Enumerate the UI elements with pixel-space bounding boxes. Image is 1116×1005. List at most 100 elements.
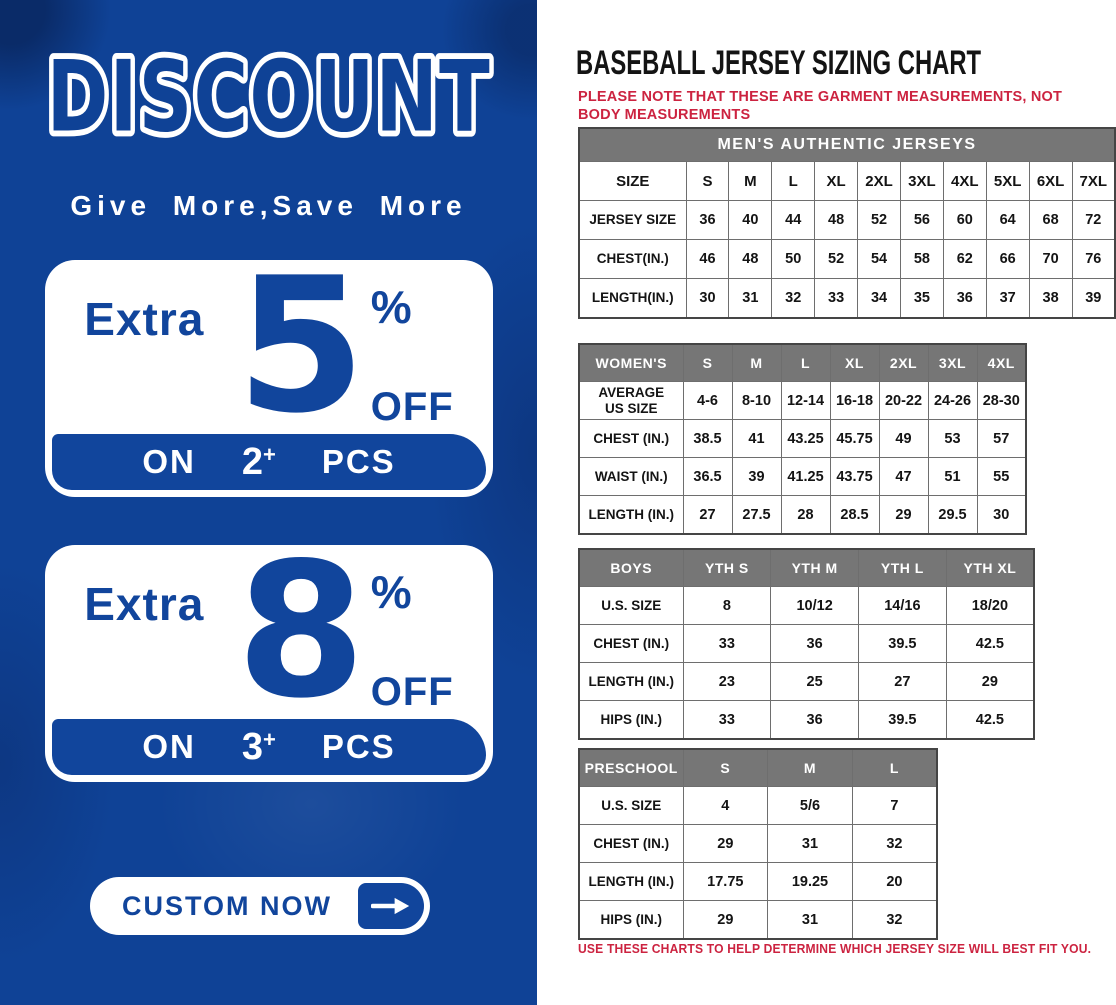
table-cell: 44 xyxy=(771,200,816,240)
table-cell: 42.5 xyxy=(945,700,1035,740)
footer-note: USE THESE CHARTS TO HELP DETERMINE WHICH… xyxy=(578,941,1092,956)
column-header: YTH L xyxy=(858,548,947,587)
table-cell: 12-14 xyxy=(780,381,831,420)
table-cell: 8 xyxy=(682,586,772,625)
table-cell: 43.75 xyxy=(829,457,880,496)
table-cell: 41.25 xyxy=(780,457,831,496)
table-cell: 18/20 xyxy=(945,586,1035,625)
table-cell: 4-6 xyxy=(682,381,733,420)
table-cell: 54 xyxy=(857,239,901,279)
column-header: XL xyxy=(814,161,859,201)
discount-panel: DISCOUNT Give More,Save More Extra 5 % O… xyxy=(0,0,537,1005)
column-header: S xyxy=(685,161,730,201)
column-header: YTH M xyxy=(770,548,859,587)
boys-sizing-table: BOYS YTH S YTH M YTH L YTH XL U.S. SIZE 8 10/12… xyxy=(578,548,1035,740)
table-cell: 66 xyxy=(985,239,1030,279)
table-cell: 68 xyxy=(1028,200,1073,240)
column-header: PRESCHOOL xyxy=(578,748,684,787)
table-cell: 29 xyxy=(682,824,769,863)
table-cell: 34 xyxy=(857,278,901,319)
discount-headline: DISCOUNT xyxy=(41,36,495,154)
column-header: 3XL xyxy=(927,343,978,382)
table-cell: 64 xyxy=(985,200,1030,240)
row-label: LENGTH (IN.) xyxy=(578,862,684,901)
table-cell: 36 xyxy=(770,700,859,740)
table-cell: 30 xyxy=(685,278,730,319)
column-header: YTH S xyxy=(682,548,772,587)
table-cell: 72 xyxy=(1071,200,1116,240)
table-cell: 49 xyxy=(878,419,929,458)
offer-condition-band: ON 2+ PCS xyxy=(52,434,486,490)
table-cell: 62 xyxy=(942,239,987,279)
column-header: 3XL xyxy=(899,161,944,201)
table-cell: 31 xyxy=(767,824,853,863)
column-header: L xyxy=(851,748,938,787)
off-label: OFF xyxy=(370,385,454,429)
table-cell: 23 xyxy=(682,662,772,701)
percent-sign: % xyxy=(370,281,412,333)
offer-prefix: Extra xyxy=(84,578,205,630)
column-header: 4XL xyxy=(976,343,1027,382)
table-cell: 33 xyxy=(814,278,859,319)
table-row: LENGTH (IN.) 23 25 27 29 xyxy=(578,662,1035,701)
table-cell: 27 xyxy=(682,495,733,535)
table-row: WAIST (IN.) 36.5 39 41.25 43.75 47 51 55 xyxy=(578,457,1027,496)
quantity-value: 2 xyxy=(241,440,263,483)
table-cell: 36 xyxy=(685,200,730,240)
table-row: CHEST (IN.) 38.5 41 43.25 45.75 49 53 57 xyxy=(578,419,1027,458)
table-cell: 28 xyxy=(780,495,831,535)
column-header: 4XL xyxy=(942,161,987,201)
column-header: M xyxy=(767,748,853,787)
table-cell: 37 xyxy=(985,278,1030,319)
offer-percent-off: % OFF xyxy=(371,280,454,430)
column-header: S xyxy=(682,343,733,382)
column-header: WOMEN'S xyxy=(578,343,684,382)
table-row: CHEST (IN.) 29 31 32 xyxy=(578,824,938,863)
table-cell: 42.5 xyxy=(945,624,1035,663)
table-cell: 19.25 xyxy=(767,862,853,901)
table-cell: 28-30 xyxy=(976,381,1027,420)
mens-table-banner: MEN'S AUTHENTIC JERSEYS xyxy=(578,127,1116,162)
preschool-sizing-table: PRESCHOOL S M L U.S. SIZE 4 5/6 7 CHEST (IN.) 29 3… xyxy=(578,748,938,940)
row-label: LENGTH (IN.) xyxy=(578,662,684,701)
off-label: OFF xyxy=(370,670,454,714)
offer-condition-band: ON 3+ PCS xyxy=(52,719,486,775)
table-cell: 29.5 xyxy=(927,495,978,535)
table-cell: 32 xyxy=(851,900,938,940)
table-cell: 48 xyxy=(728,239,773,279)
table-cell: 35 xyxy=(899,278,944,319)
table-cell: 36 xyxy=(770,624,859,663)
column-header: 2XL xyxy=(857,161,901,201)
column-header: 2XL xyxy=(878,343,929,382)
offer-percent-value: 5 xyxy=(236,237,366,454)
table-cell: 29 xyxy=(682,900,769,940)
offer-main: Extra 5 % OFF xyxy=(45,237,493,454)
arrow-right-icon xyxy=(358,883,424,929)
table-cell: 57 xyxy=(976,419,1027,458)
table-row: LENGTH (IN.) 27 27.5 28 28.5 29 29.5 30 xyxy=(578,495,1027,535)
pcs-label: PCS xyxy=(321,443,396,480)
quantity: 2+ xyxy=(242,441,276,484)
row-label: LENGTH(IN.) xyxy=(578,278,687,319)
table-cell: 50 xyxy=(771,239,816,279)
column-header: BOYS xyxy=(578,548,684,587)
row-label: LENGTH (IN.) xyxy=(578,495,684,535)
table-cell: 55 xyxy=(976,457,1027,496)
discount-headline-text: DISCOUNT xyxy=(47,40,491,154)
table-cell: 53 xyxy=(927,419,978,458)
table-cell: 31 xyxy=(728,278,773,319)
table-cell: 25 xyxy=(770,662,859,701)
column-header: YTH XL xyxy=(945,548,1035,587)
table-cell: 76 xyxy=(1071,239,1116,279)
table-cell: 39 xyxy=(1071,278,1116,319)
table-row: HIPS (IN.) 33 36 39.5 42.5 xyxy=(578,700,1035,740)
table-row: CHEST (IN.) 33 36 39.5 42.5 xyxy=(578,624,1035,663)
table-cell: 51 xyxy=(927,457,978,496)
womens-sizing-table: WOMEN'S S M L XL 2XL 3XL 4XL AVERAGE US SIZE 4-6 8… xyxy=(578,343,1027,535)
table-cell: 33 xyxy=(682,624,772,663)
table-cell: 31 xyxy=(767,900,853,940)
table-cell: 27 xyxy=(858,662,947,701)
row-label: U.S. SIZE xyxy=(578,586,684,625)
custom-now-button[interactable]: CUSTOM NOW xyxy=(90,877,430,935)
